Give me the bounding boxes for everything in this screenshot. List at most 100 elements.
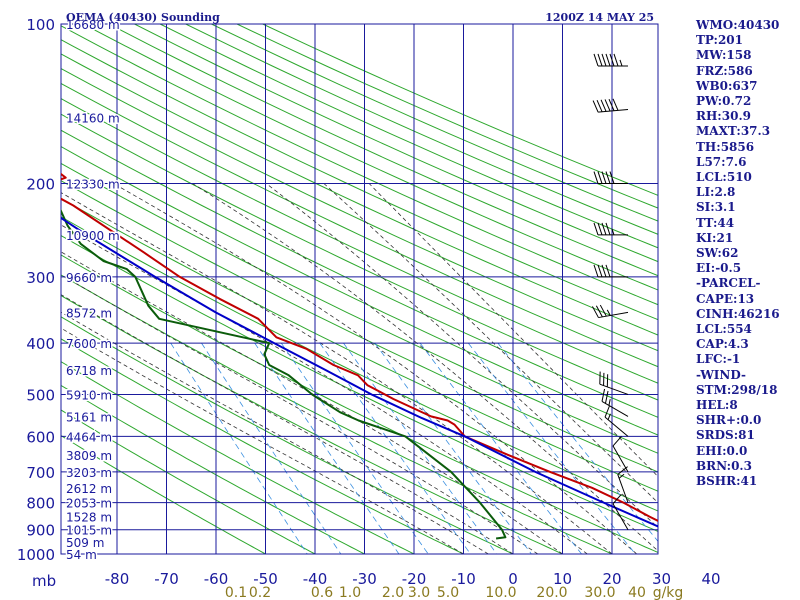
pressure-tick-label: 500	[26, 386, 55, 404]
index-item: -PARCEL-	[696, 276, 761, 291]
pressure-unit-label: mb	[32, 572, 56, 590]
moist-adiabat	[265, 183, 658, 529]
dry-adiabat	[61, 338, 464, 554]
dry-adiabat	[134, 24, 658, 263]
temperature-tick-label: -20	[402, 570, 427, 588]
dry-adiabat	[61, 197, 658, 492]
height-label: 4464 m	[66, 430, 112, 444]
dry-adiabat	[61, 274, 613, 554]
wind-barb	[593, 264, 628, 278]
height-label: 2612 m	[66, 482, 112, 496]
temperature-tick-label: 40	[701, 570, 720, 588]
height-label: 5161 m	[66, 410, 112, 424]
wind-barb	[593, 53, 628, 67]
barb-flag	[608, 98, 615, 111]
barb-half-flag	[608, 399, 611, 406]
wind-barb	[592, 98, 629, 113]
index-item: LCL:510	[696, 170, 752, 185]
index-item: TH:5856	[696, 139, 755, 154]
mixing-ratio-label: 0.6	[311, 585, 333, 600]
barb-flag	[593, 53, 599, 67]
temperature-tick-label: -50	[253, 570, 278, 588]
barb-flag	[591, 306, 599, 318]
barb-flag	[601, 222, 607, 236]
index-item: TT:44	[696, 215, 735, 230]
pressure-tick-label: 900	[26, 522, 55, 540]
barb-flag	[597, 222, 603, 236]
barb-flag	[605, 264, 611, 278]
index-item: SHR+:0.0	[696, 413, 762, 428]
index-item: BRN:0.3	[696, 458, 752, 473]
index-item: CAP:4.3	[696, 337, 749, 352]
moist-adiabat	[61, 274, 539, 554]
index-item: MW:158	[696, 48, 752, 63]
wind-barb	[599, 371, 629, 395]
barb-flag	[593, 222, 599, 236]
index-item: TP:201	[696, 33, 744, 48]
temperature-tick-label: 20	[602, 570, 621, 588]
dry-adiabat	[61, 98, 658, 384]
barb-flag	[600, 99, 607, 112]
pressure-tick-label: 100	[26, 16, 55, 34]
barb-half-flag	[619, 59, 623, 67]
barb-flag	[612, 493, 622, 505]
height-label: 54 m	[66, 548, 97, 562]
pressure-tick-label: 600	[26, 428, 55, 446]
barb-staff	[599, 383, 629, 395]
barb-flag	[597, 171, 603, 184]
wind-barb	[593, 171, 628, 185]
barb-flag	[592, 100, 599, 113]
parcel-line	[61, 216, 658, 528]
dry-adiabat	[108, 24, 658, 277]
barb-flag	[609, 53, 615, 67]
index-item: FRZ:586	[696, 63, 753, 78]
height-label: 6718 m	[66, 364, 112, 378]
dewpoint-line	[61, 208, 507, 540]
index-item: LI:2.8	[696, 185, 736, 200]
height-label: 1015 m	[66, 524, 112, 538]
index-item: PW:0.72	[696, 94, 752, 109]
mixing-ratio-label: 3.0	[408, 585, 430, 600]
height-label: 14160 m	[66, 111, 120, 125]
dry-adiabat	[61, 235, 658, 532]
index-item: EHI:0.0	[696, 443, 748, 458]
mixing-ratio-label: 1.0	[339, 585, 361, 600]
mixing-ratio-label: g/kg	[653, 585, 684, 600]
barb-flag	[605, 222, 611, 236]
wind-barbs	[591, 53, 629, 530]
index-item: WB0:637	[696, 78, 758, 93]
index-item: RH:30.9	[696, 109, 751, 124]
index-item: SI:3.1	[696, 200, 736, 215]
barb-staff	[617, 474, 629, 503]
barb-flag	[604, 390, 609, 404]
dry-adiabat	[61, 384, 365, 554]
index-item: WMO:40430	[696, 18, 780, 32]
barb-half-flag	[606, 309, 611, 316]
index-item: CINH:46216	[696, 306, 780, 321]
mixing-ratio-label: 5.0	[437, 585, 459, 600]
barb-flag	[601, 53, 607, 67]
index-item: SW:62	[696, 246, 739, 261]
temperature-tick-label: -10	[451, 570, 476, 588]
height-label: 8572 m	[66, 306, 112, 320]
pressure-tick-label: 200	[26, 176, 55, 194]
index-item: MAXT:37.3	[696, 124, 771, 139]
wind-barb	[591, 304, 629, 319]
height-label: 7600 m	[66, 337, 112, 351]
barb-staff	[612, 445, 629, 473]
sounding-time: 1200Z 14 MAY 25	[545, 11, 654, 24]
barb-staff	[612, 503, 629, 530]
dry-adiabat	[82, 24, 658, 291]
barb-staff	[601, 400, 629, 417]
dry-adiabat	[61, 113, 658, 401]
barb-flag	[601, 264, 607, 278]
barb-flag	[604, 99, 611, 112]
mixing-ratio-label: 2.0	[382, 585, 404, 600]
dry-adiabat	[61, 316, 514, 554]
barb-flag	[605, 53, 611, 67]
dry-adiabat	[61, 82, 658, 368]
wind-barb	[612, 436, 629, 473]
indices-panel: WMO:40430 TP:201 MW:158 FRZ:586 WB0:637 PW:0.…	[696, 18, 800, 489]
